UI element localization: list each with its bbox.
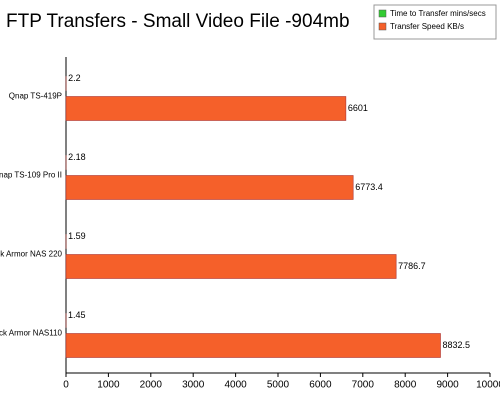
bar <box>65 254 397 279</box>
value-label: 6773.4 <box>355 182 383 192</box>
x-tick-label: 7000 <box>352 380 375 391</box>
category-label: Black Armor NAS110 <box>0 329 63 338</box>
value-label: 7786.7 <box>398 261 426 271</box>
value-label: 1.45 <box>68 310 86 320</box>
x-tick-label: 10000 <box>476 380 500 391</box>
chart-title: FTP Transfers - Small Video File -904mb <box>6 11 350 32</box>
x-tick-label: 3000 <box>182 380 205 391</box>
bar <box>65 175 354 200</box>
value-label: 1.59 <box>68 231 86 241</box>
x-tick-label: 2000 <box>140 380 163 391</box>
category-label: Qnap TS-109 Pro II <box>0 171 62 180</box>
x-tick-label: 5000 <box>267 380 290 391</box>
legend-label: Time to Transfer mins/secs <box>390 9 486 18</box>
value-label: 8832.5 <box>442 340 470 350</box>
value-label: 2.18 <box>68 152 86 162</box>
x-tick-label: 1000 <box>97 380 120 391</box>
legend-swatch <box>378 9 387 18</box>
value-label: 2.2 <box>68 73 81 83</box>
value-label: 6601 <box>348 103 368 113</box>
x-tick-label: 6000 <box>309 380 332 391</box>
category-label: Qnap TS-419P <box>9 92 62 101</box>
category-label: Black Armor NAS 220 <box>0 250 63 259</box>
legend-swatch <box>378 22 387 31</box>
x-tick-label: 0 <box>63 380 69 391</box>
bar <box>65 96 347 121</box>
legend-label: Transfer Speed KB/s <box>390 22 464 31</box>
x-tick-label: 4000 <box>224 380 247 391</box>
x-tick-label: 9000 <box>436 380 459 391</box>
x-tick-label: 8000 <box>394 380 417 391</box>
legend-box <box>373 4 497 40</box>
bar <box>65 333 441 358</box>
